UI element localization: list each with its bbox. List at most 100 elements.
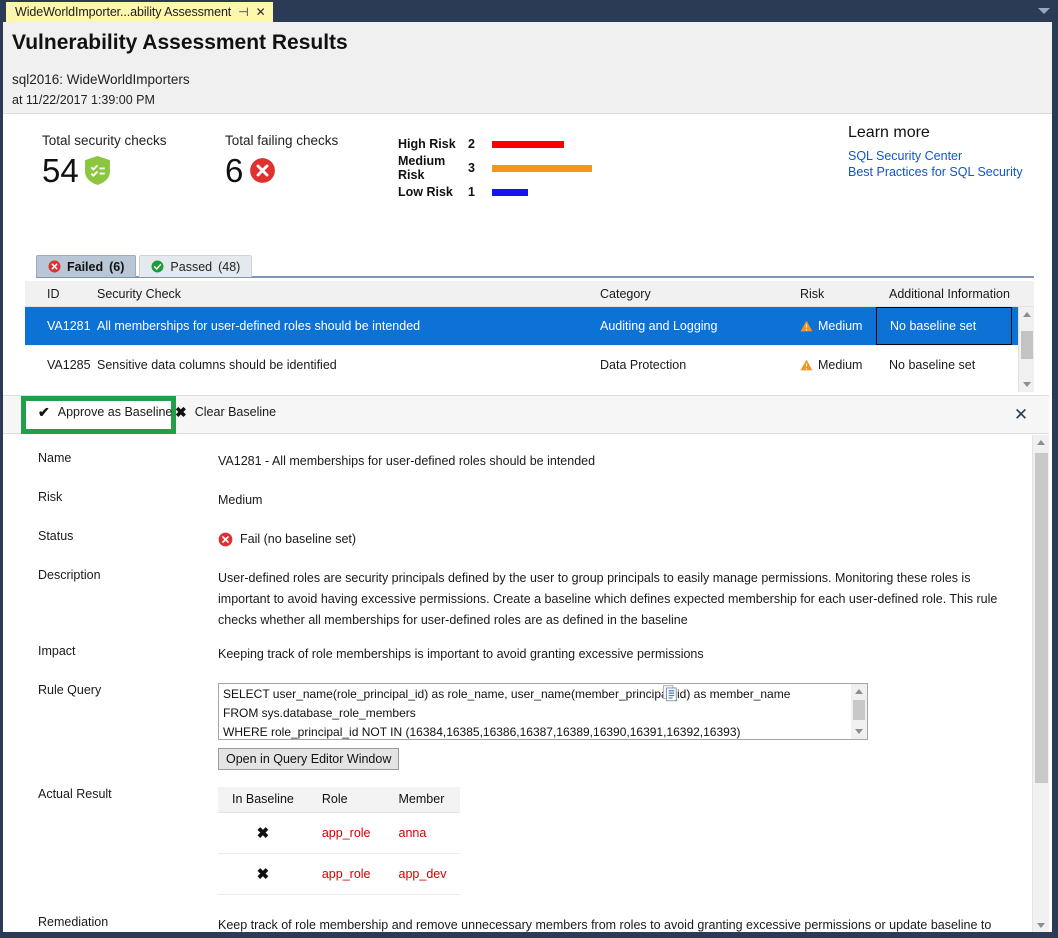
results-tablist: Failed (6) Passed (48)	[36, 255, 253, 277]
column-header-in-baseline: In Baseline	[218, 787, 308, 813]
scrollbar-thumb[interactable]	[853, 700, 865, 720]
risk-label: Medium Risk	[398, 154, 446, 182]
detail-field-description: Description User-defined roles are secur…	[3, 568, 1004, 631]
cell-category: Auditing and Logging	[600, 319, 718, 333]
tab-passed-count: (48)	[218, 259, 241, 274]
total-failing-checks-value: 6	[225, 152, 244, 189]
header-divider	[3, 113, 1052, 114]
detail-field-actual-result: Actual Result In Baseline Role Member ✖ …	[3, 787, 461, 895]
label-actual-result: Actual Result	[38, 787, 112, 801]
scrollbar-thumb[interactable]	[1035, 453, 1048, 783]
report-header: Vulnerability Assessment Results sql2016…	[3, 22, 1052, 114]
pin-icon[interactable]: ⊣	[238, 5, 249, 19]
close-icon[interactable]: ✕	[255, 5, 266, 19]
cell-additional: No baseline set	[889, 357, 976, 372]
risk-bar-low	[492, 188, 528, 196]
column-header-id[interactable]: ID	[47, 286, 60, 301]
shield-check-icon	[84, 156, 110, 185]
clear-baseline-button[interactable]: ✖ Clear Baseline	[175, 405, 276, 419]
cell-additional-wrapper: No baseline set	[876, 307, 1012, 345]
total-security-checks-label: Total security checks	[42, 133, 167, 148]
scrollbar-thumb[interactable]	[1021, 331, 1033, 359]
learn-more-title: Learn more	[848, 124, 930, 141]
table-row: ✖ app_role anna	[218, 812, 461, 854]
scroll-up-icon[interactable]	[1033, 435, 1050, 449]
cell-risk-label: Medium	[818, 357, 863, 372]
value-name: VA1281 - All memberships for user-define…	[218, 454, 596, 468]
actual-result-table: In Baseline Role Member ✖ app_role anna …	[218, 787, 461, 895]
approve-as-baseline-button[interactable]: ✔ Approve as Baseline	[38, 405, 172, 419]
pass-icon	[151, 260, 164, 273]
value-risk: Medium	[218, 493, 263, 507]
rule-detail-pane: Name VA1281 - All memberships for user-d…	[3, 434, 1033, 932]
total-security-checks-stat: Total security checks 54	[42, 133, 167, 187]
risk-label: Low Risk	[398, 185, 453, 199]
cell-category: Data Protection	[600, 357, 687, 372]
fail-icon	[48, 260, 61, 273]
tab-failed-label: Failed	[67, 259, 104, 274]
tab-passed[interactable]: Passed (48)	[139, 255, 253, 277]
scan-timestamp: at 11/22/2017 1:39:00 PM	[12, 93, 155, 107]
risk-row-medium: Medium Risk 3	[398, 154, 592, 182]
risk-bar-high	[492, 140, 564, 148]
label-name: Name	[38, 451, 72, 465]
scroll-down-icon[interactable]	[851, 725, 867, 739]
label-risk: Risk	[38, 490, 63, 504]
cell-risk: Medium	[800, 319, 889, 333]
scroll-up-icon[interactable]	[851, 684, 867, 698]
page-title: Vulnerability Assessment Results	[12, 31, 348, 54]
window-titlebar: WideWorldImporter...ability Assessment ⊣…	[0, 0, 1058, 22]
tab-failed[interactable]: Failed (6)	[36, 255, 137, 277]
cell-additional-focused[interactable]: No baseline set	[876, 307, 1012, 345]
fail-icon	[218, 532, 233, 547]
risk-row-low: Low Risk 1	[398, 180, 592, 204]
detail-field-name: Name VA1281 - All memberships for user-d…	[3, 451, 595, 472]
link-sql-security-center[interactable]: SQL Security Center	[848, 149, 963, 163]
results-grid-scrollbar[interactable]	[1018, 307, 1034, 392]
query-line: FROM sys.database_role_members	[223, 706, 416, 720]
error-circle-icon	[249, 157, 276, 184]
clear-baseline-label: Clear Baseline	[194, 405, 277, 419]
label-description: Description	[38, 568, 101, 582]
column-header-role: Role	[307, 787, 385, 813]
rule-query-textarea[interactable]: SELECT user_name(role_principal_id) as r…	[218, 683, 868, 740]
detail-field-impact: Impact Keeping track of role memberships…	[3, 644, 704, 665]
tab-passed-label: Passed	[170, 259, 213, 274]
label-status: Status	[38, 529, 74, 543]
approve-as-baseline-label: Approve as Baseline	[57, 405, 173, 419]
close-detail-icon[interactable]: ✕	[1013, 405, 1029, 424]
detail-field-rule-query: Rule Query SELECT user_name(role_princip…	[3, 683, 868, 770]
cell-role: app_role	[307, 853, 385, 895]
chevron-down-icon[interactable]	[1038, 6, 1050, 16]
learn-more-panel: Learn more SQL Security Center Best Prac…	[848, 124, 1023, 179]
cell-check: All memberships for user-defined roles s…	[97, 319, 421, 333]
copy-icon[interactable]	[663, 685, 679, 703]
scroll-down-icon[interactable]	[1033, 919, 1050, 932]
summary-band: Total security checks 54 Total failing c…	[3, 114, 1052, 219]
scroll-up-icon[interactable]	[1019, 307, 1035, 321]
cell-risk-label: Medium	[818, 319, 863, 333]
link-best-practices[interactable]: Best Practices for SQL Security	[848, 165, 1023, 179]
cell-in-baseline: ✖	[218, 812, 308, 854]
document-tab[interactable]: WideWorldImporter...ability Assessment ⊣…	[6, 2, 273, 22]
detail-field-remediation: Remediation Keep track of role membershi…	[3, 915, 1004, 932]
total-failing-checks-label: Total failing checks	[225, 133, 339, 148]
table-row: ✖ app_role app_dev	[218, 853, 461, 895]
table-row[interactable]: VA1281 All memberships for user-defined …	[25, 307, 1034, 345]
approve-highlight-box	[21, 396, 176, 434]
cell-check: Sensitive data columns should be identif…	[97, 357, 337, 372]
total-failing-checks-stat: Total failing checks 6	[225, 133, 338, 187]
detail-pane-scrollbar[interactable]	[1032, 435, 1050, 932]
checkmark-icon: ✔	[38, 404, 50, 420]
column-header-category[interactable]: Category	[600, 286, 651, 301]
x-mark-icon: ✖	[175, 404, 187, 420]
rule-query-group: SELECT user_name(role_principal_id) as r…	[218, 683, 868, 770]
scroll-down-icon[interactable]	[1019, 378, 1035, 392]
column-header-check[interactable]: Security Check	[97, 286, 182, 301]
column-header-risk[interactable]: Risk	[800, 286, 825, 301]
open-in-query-editor-button[interactable]: Open in Query Editor Window	[218, 748, 400, 770]
table-row[interactable]: VA1285 Sensitive data columns should be …	[25, 345, 1034, 383]
rule-query-scrollbar[interactable]	[851, 684, 867, 739]
column-header-additional[interactable]: Additional Information	[889, 286, 1010, 301]
